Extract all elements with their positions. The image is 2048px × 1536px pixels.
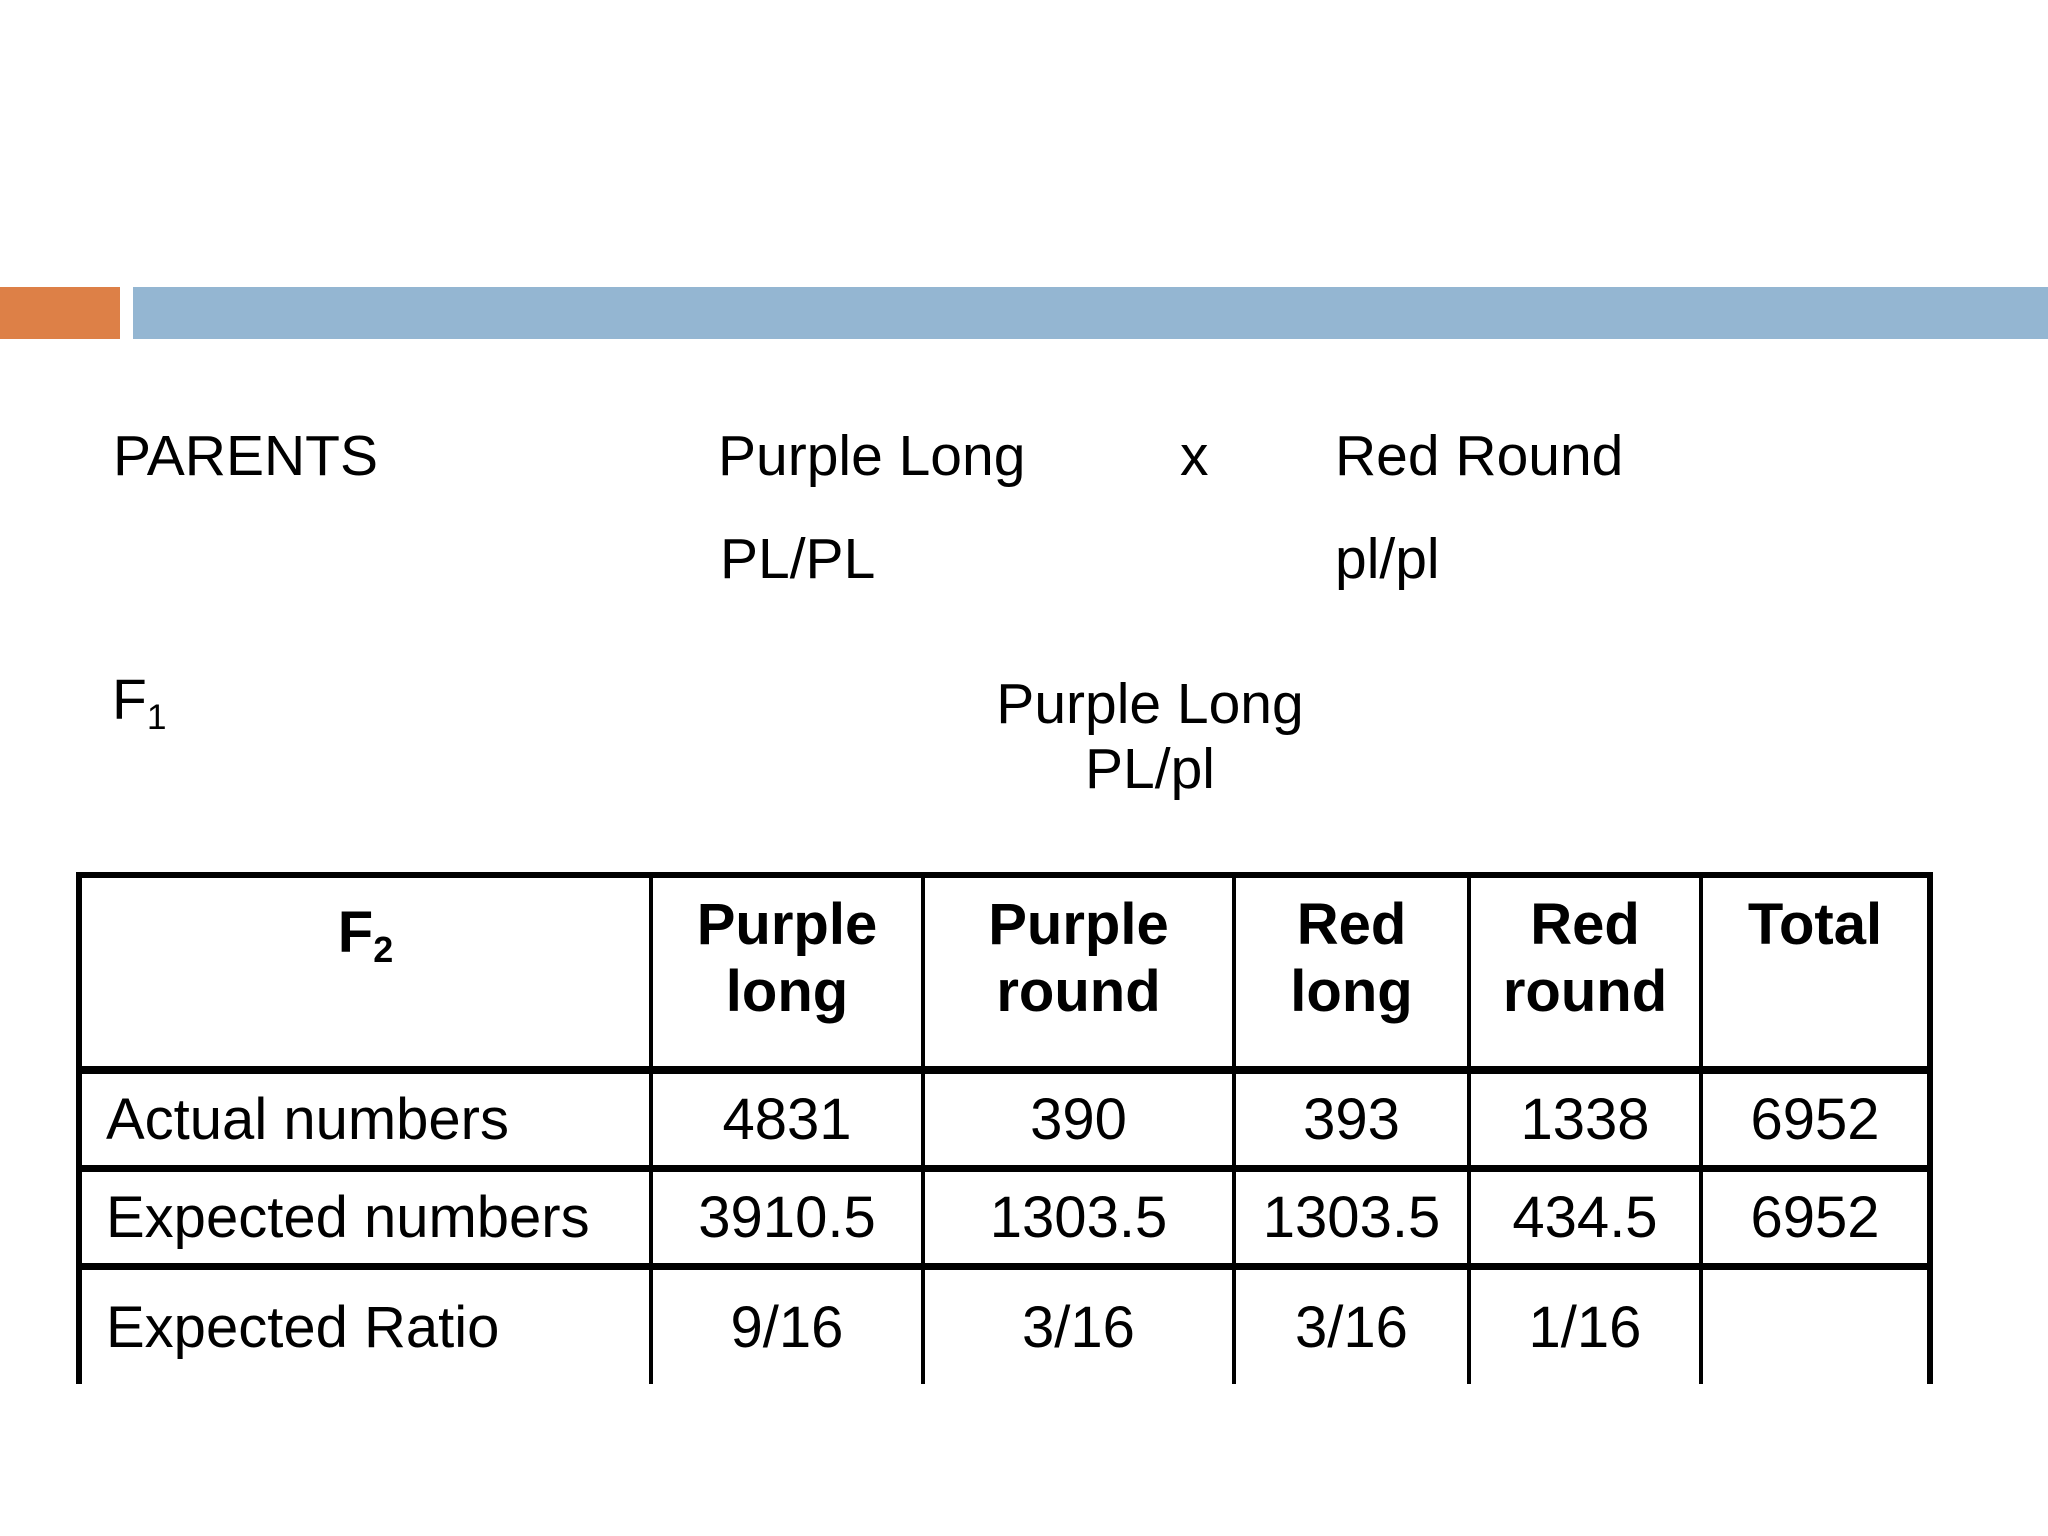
table-cell <box>1699 1266 1933 1384</box>
parent2-phenotype: Red Round <box>1335 424 1624 488</box>
row-label: Expected numbers <box>76 1168 653 1270</box>
parent2-genotype: pl/pl <box>1335 527 1440 591</box>
column-header-total: Total <box>1699 872 1933 1074</box>
table-cell: 3910.5 <box>649 1168 925 1270</box>
f1-label-base: F <box>112 668 147 732</box>
f2-header-subscript: 2 <box>373 929 394 971</box>
f2-results-table: F2 Purple long Purple round Red long Red… <box>76 872 1933 1384</box>
column-header-red-round: Red round <box>1467 872 1703 1074</box>
table-row-actual-numbers: Actual numbers 4831 390 393 1338 6952 <box>76 1070 1933 1172</box>
table-cell: 3/16 <box>921 1266 1236 1384</box>
column-header-purple-long: Purple long <box>649 872 925 1074</box>
parent1-genotype: PL/PL <box>720 527 876 591</box>
f1-label: F1 <box>112 672 166 736</box>
f1-genotype: PL/pl <box>1085 737 1215 801</box>
cross-symbol: x <box>1180 424 1209 488</box>
table-cell: 9/16 <box>649 1266 925 1384</box>
column-header-red-long: Red long <box>1232 872 1471 1074</box>
table-cell: 1338 <box>1467 1070 1703 1172</box>
table-row-expected-ratio: Expected Ratio 9/16 3/16 3/16 1/16 <box>76 1266 1933 1384</box>
row-label: Expected Ratio <box>76 1266 653 1384</box>
table-cell: 1303.5 <box>921 1168 1236 1270</box>
f2-header-cell: F2 <box>76 872 653 1074</box>
f1-phenotype: Purple Long <box>996 672 1304 736</box>
accent-bar-blue <box>133 287 2048 339</box>
parent1-phenotype: Purple Long <box>718 424 1026 488</box>
table-cell: 390 <box>921 1070 1236 1172</box>
table-row-expected-numbers: Expected numbers 3910.5 1303.5 1303.5 43… <box>76 1168 1933 1270</box>
f1-label-subscript: 1 <box>146 697 167 737</box>
table-cell: 3/16 <box>1232 1266 1471 1384</box>
f1-result-block: Purple Long PL/pl <box>850 672 1450 802</box>
table-cell: 6952 <box>1699 1070 1933 1172</box>
table-cell: 434.5 <box>1467 1168 1703 1270</box>
table-cell: 1303.5 <box>1232 1168 1471 1270</box>
column-header-purple-round: Purple round <box>921 872 1236 1074</box>
table-cell: 393 <box>1232 1070 1471 1172</box>
table-cell: 6952 <box>1699 1168 1933 1270</box>
table-cell: 1/16 <box>1467 1266 1703 1384</box>
f2-header-base: F <box>337 900 374 965</box>
table-cell: 4831 <box>649 1070 925 1172</box>
parents-label: PARENTS <box>113 424 378 488</box>
accent-bar-orange <box>0 287 120 339</box>
table-header-row: F2 Purple long Purple round Red long Red… <box>76 872 1933 1074</box>
row-label: Actual numbers <box>76 1070 653 1172</box>
